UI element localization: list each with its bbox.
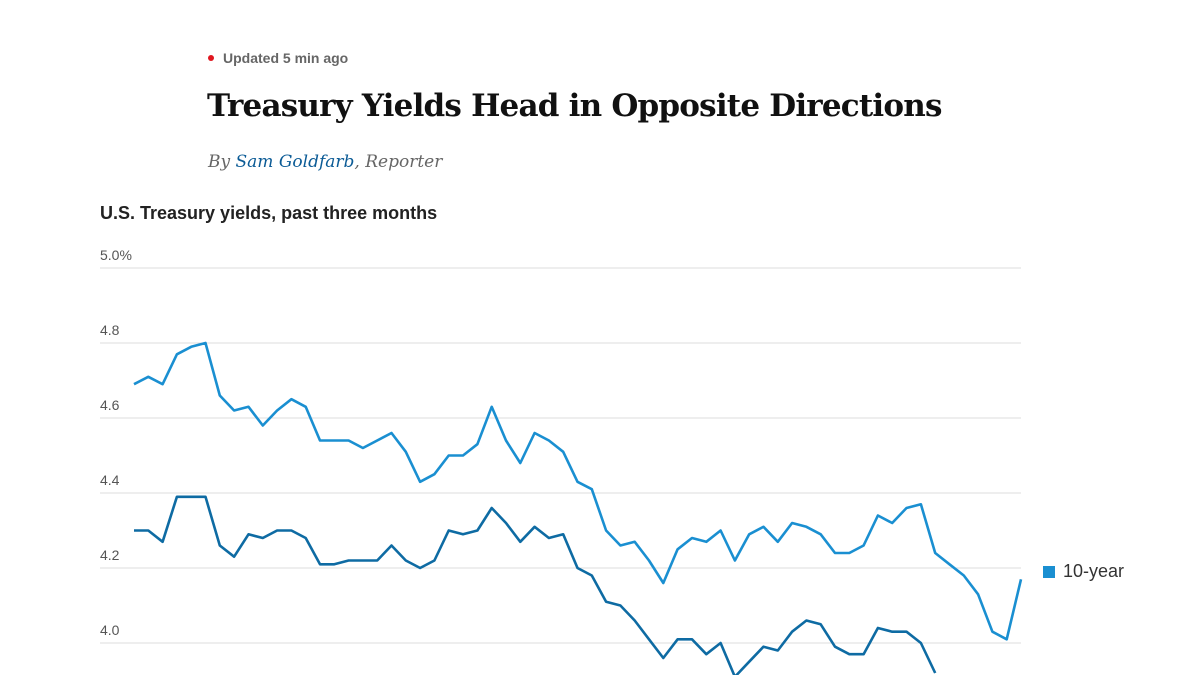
- legend-item-10-year: 10-year: [1043, 561, 1124, 582]
- y-tick-label: 4.2: [100, 547, 120, 563]
- updated-status: Updated 5 min ago: [208, 50, 348, 66]
- y-tick-label: 4.8: [100, 322, 120, 338]
- author-link[interactable]: Sam Goldfarb: [235, 152, 355, 172]
- series-line-1: [134, 495, 937, 675]
- chart-title: U.S. Treasury yields, past three months: [100, 203, 438, 223]
- byline-prefix: By: [208, 152, 236, 172]
- y-tick-label: 4.4: [100, 472, 120, 488]
- live-dot-icon: [208, 55, 214, 61]
- headline: Treasury Yields Head in Opposite Directi…: [207, 88, 942, 124]
- legend-label: 10-year: [1063, 561, 1125, 581]
- byline-suffix: , Reporter: [354, 152, 443, 172]
- updated-text: Updated 5 min ago: [223, 50, 349, 66]
- series-line-10-year: [133, 341, 1023, 641]
- y-tick-label: 4.6: [100, 397, 120, 413]
- y-tick-label: 4.0: [100, 622, 120, 638]
- legend-swatch: [1043, 565, 1055, 578]
- y-tick-label: 5.0%: [100, 247, 132, 263]
- byline: By Sam Goldfarb, Reporter: [208, 152, 442, 172]
